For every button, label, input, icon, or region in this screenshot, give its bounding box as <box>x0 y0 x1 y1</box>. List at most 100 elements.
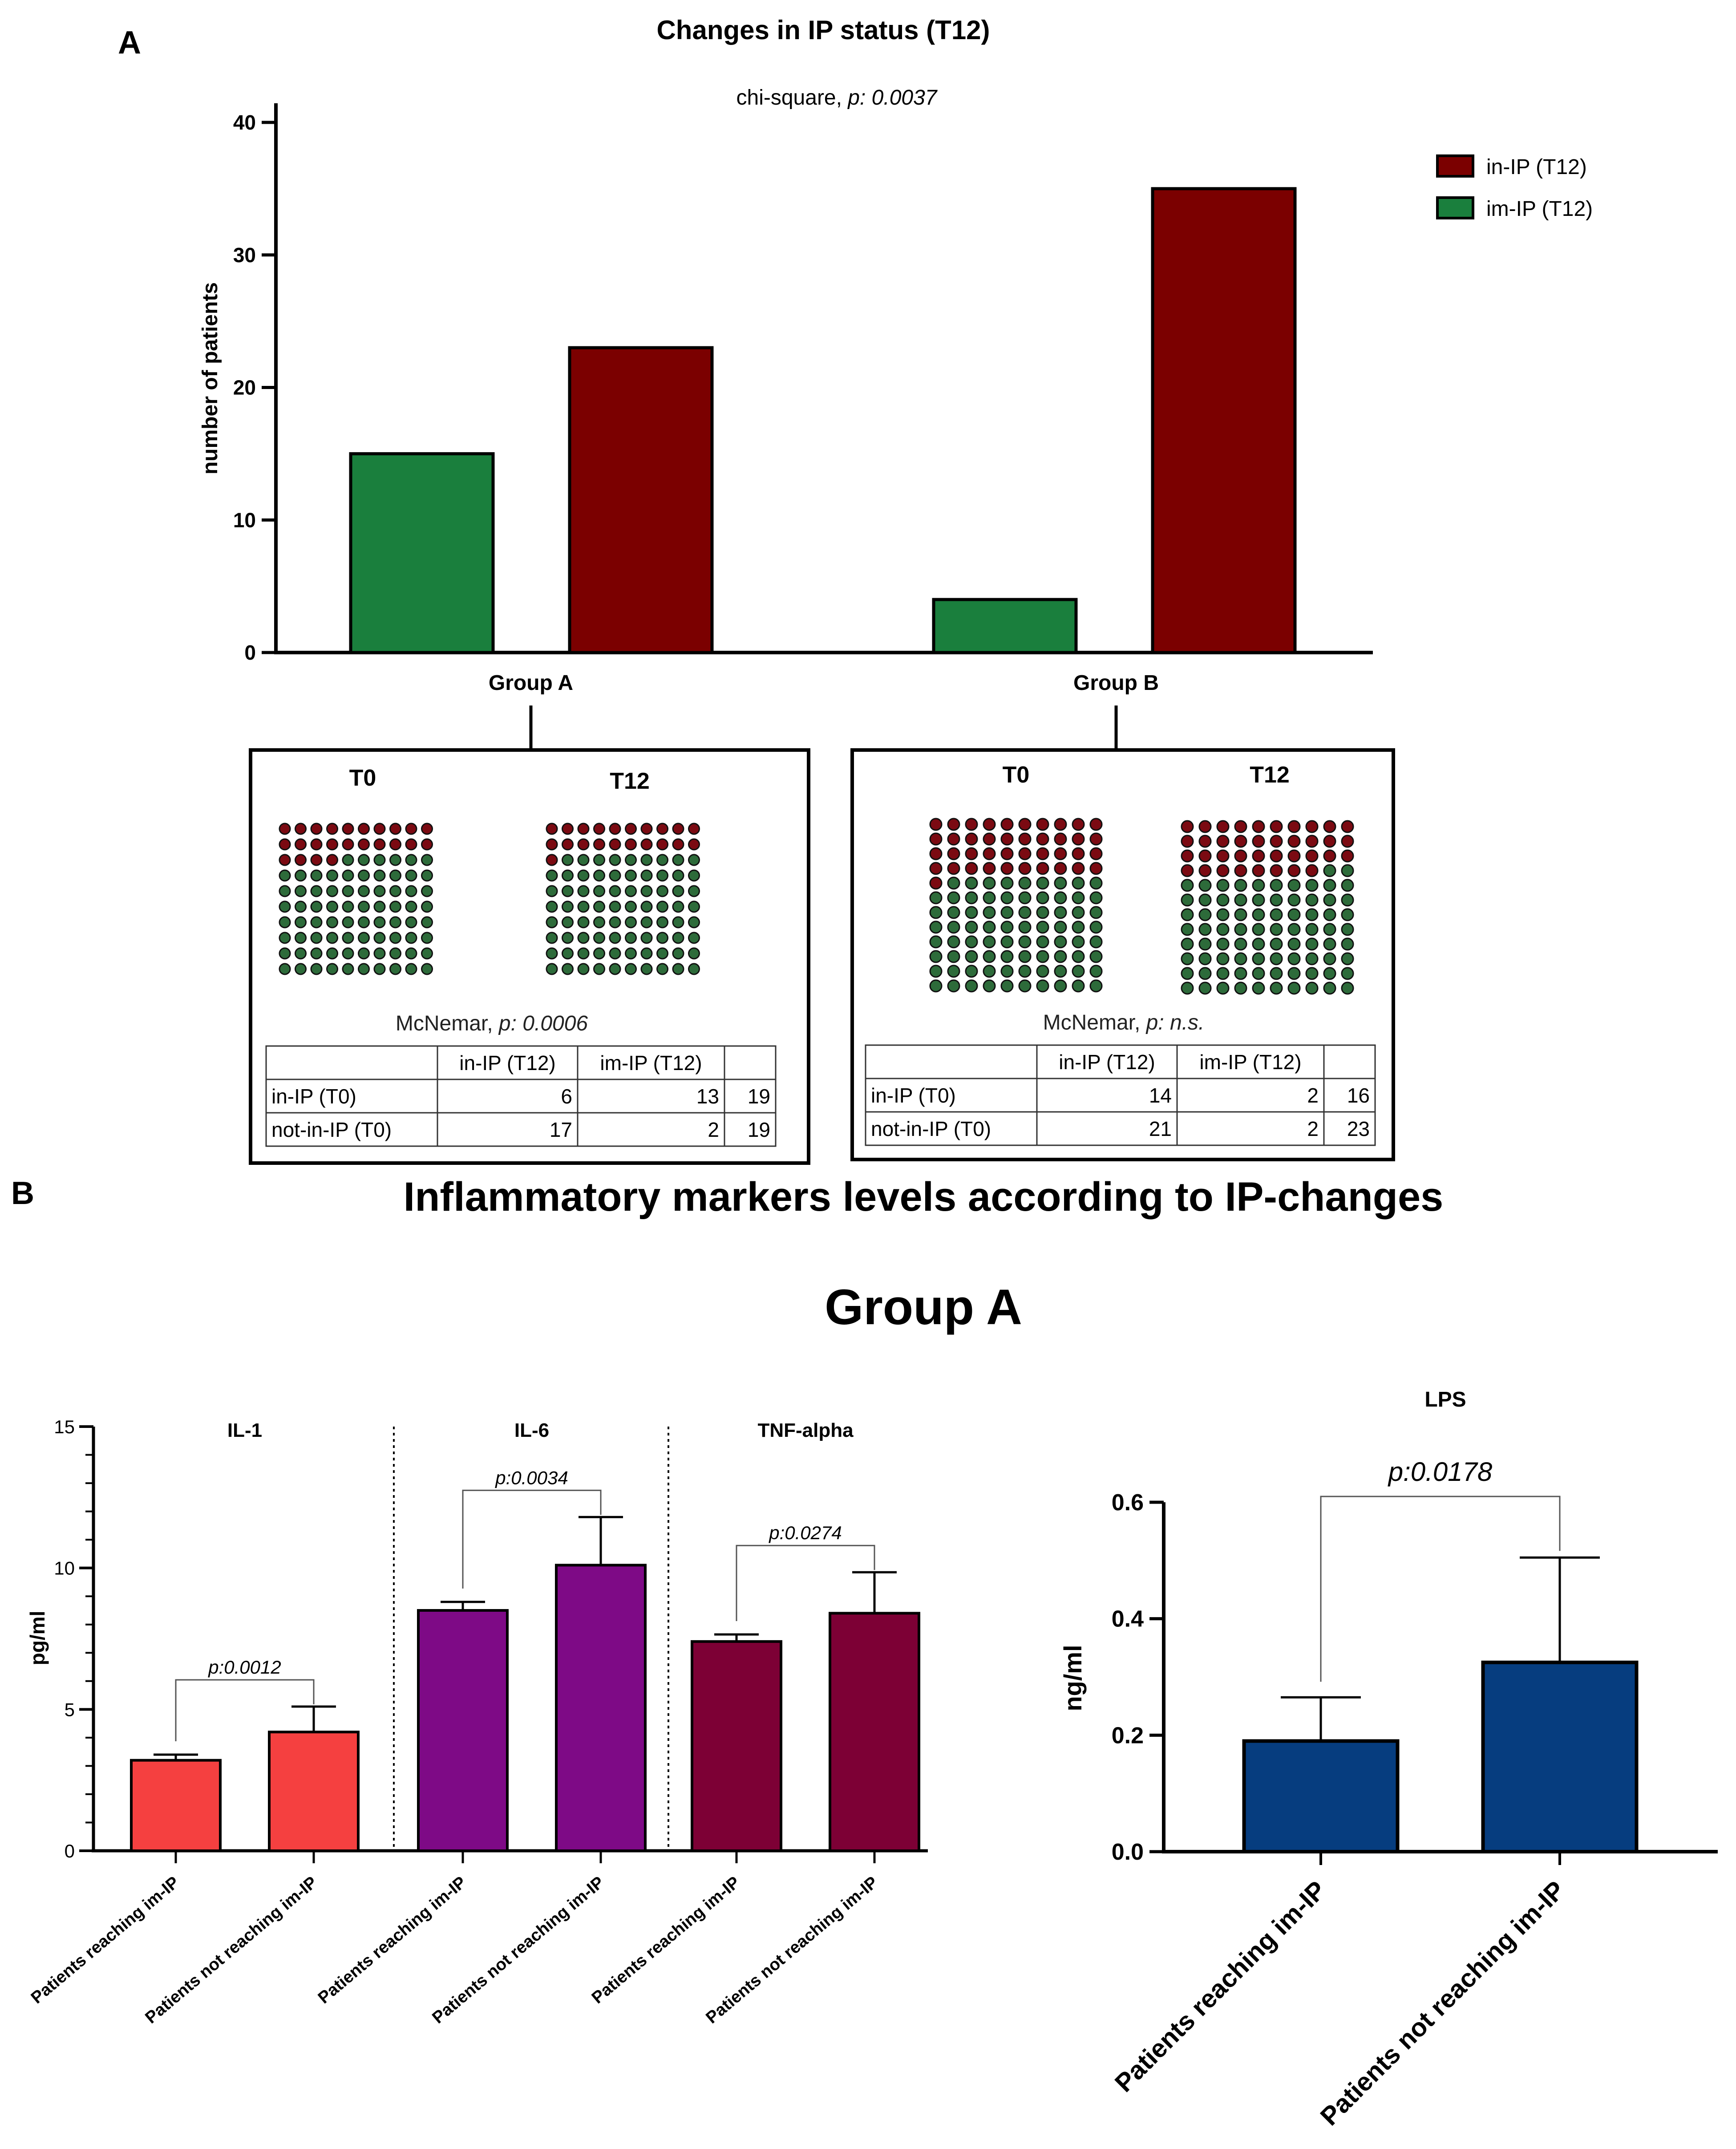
dot-in-ip <box>1216 835 1230 848</box>
legend-swatch-im-ip <box>1436 196 1474 219</box>
table-frame <box>265 1045 777 1147</box>
dot-in-ip <box>593 838 605 851</box>
dot-in-ip <box>562 838 574 851</box>
dot-im-ip <box>688 900 700 913</box>
group-a-box: T0 T12 McNemar, p: 0.0006 in-IP (T12) im-… <box>249 748 810 1165</box>
dot-in-ip <box>1216 849 1230 863</box>
dot-im-ip <box>593 885 605 897</box>
dot-in-ip <box>1287 835 1301 848</box>
dot-im-ip <box>279 963 291 975</box>
dot-im-ip <box>1216 879 1230 892</box>
dot-im-ip <box>1216 967 1230 980</box>
dot-in-ip <box>1036 862 1049 875</box>
dot-im-ip <box>358 947 370 960</box>
y-tick-label-40: 40 <box>233 111 256 134</box>
dot-im-ip <box>1270 893 1283 907</box>
dot-im-ip <box>656 947 668 960</box>
y-tick-label-10: 10 <box>233 508 256 531</box>
dot-im-ip <box>1252 981 1265 995</box>
lps-y-tick-label: 0.0 <box>1112 1839 1144 1865</box>
table-row-label: in-IP (T0) <box>871 1084 956 1107</box>
dot-im-ip <box>688 963 700 975</box>
dot-in-ip <box>389 823 401 835</box>
table-value-cell: 19 <box>748 1085 770 1108</box>
dot-im-ip <box>310 900 323 913</box>
dot-in-ip <box>965 862 978 875</box>
dot-im-ip <box>577 963 590 975</box>
category-label-group-b: Group B <box>1073 671 1159 695</box>
dot-im-ip <box>577 869 590 882</box>
dot-im-ip <box>421 869 433 882</box>
table-header-cell: im-IP (T12) <box>600 1051 702 1074</box>
dot-im-ip <box>1270 967 1283 980</box>
dot-in-ip <box>279 838 291 851</box>
dot-im-ip <box>389 885 401 897</box>
dot-im-ip <box>546 885 558 897</box>
dot-in-ip <box>965 832 978 846</box>
dot-im-ip <box>625 916 637 929</box>
table-value-cell: 14 <box>1149 1084 1172 1107</box>
dot-im-ip <box>1216 893 1230 907</box>
dot-im-ip <box>672 916 684 929</box>
dot-im-ip <box>656 916 668 929</box>
dot-im-ip <box>965 891 978 904</box>
dot-in-ip <box>1270 835 1283 848</box>
dot-in-ip <box>1000 862 1014 875</box>
dot-im-ip <box>640 947 653 960</box>
dot-im-ip <box>562 963 574 975</box>
table-row-label: not-in-IP (T0) <box>271 1118 392 1141</box>
dot-im-ip <box>1305 923 1319 936</box>
dot-im-ip <box>1054 935 1067 949</box>
dot-in-ip <box>1181 835 1194 848</box>
dot-im-ip <box>947 920 960 934</box>
dot-in-ip <box>326 838 338 851</box>
dot-im-ip <box>389 947 401 960</box>
y-tick-label-30: 30 <box>233 243 256 267</box>
dot-im-ip <box>389 869 401 882</box>
dot-im-ip <box>310 885 323 897</box>
dot-im-ip <box>1181 893 1194 907</box>
dot-im-ip <box>358 900 370 913</box>
dot-im-ip <box>1252 908 1265 921</box>
dot-im-ip <box>929 965 943 978</box>
dot-im-ip <box>1252 952 1265 965</box>
dot-im-ip <box>1287 937 1301 951</box>
dot-im-ip <box>326 932 338 944</box>
dot-im-ip <box>577 900 590 913</box>
cytokine-title-0: IL-1 <box>227 1419 262 1441</box>
dot-im-ip <box>1287 908 1301 921</box>
dot-im-ip <box>1072 920 1085 934</box>
dot-im-ip <box>1287 981 1301 995</box>
dot-im-ip <box>1089 935 1103 949</box>
dot-in-ip <box>1198 835 1212 848</box>
dot-in-ip <box>1181 864 1194 877</box>
lps-y-ticks: 0.0 0.2 0.4 0.6 <box>1112 1490 1164 1865</box>
dot-in-ip <box>983 818 996 831</box>
dot-im-ip <box>295 885 307 897</box>
dot-im-ip <box>1305 908 1319 921</box>
dot-im-ip <box>609 854 621 866</box>
dot-im-ip <box>279 916 291 929</box>
dot-im-ip <box>609 900 621 913</box>
dot-in-ip <box>295 854 307 866</box>
dot-in-ip <box>546 838 558 851</box>
dot-im-ip <box>1341 864 1354 877</box>
dot-im-ip <box>326 963 338 975</box>
dot-im-ip <box>562 900 574 913</box>
dot-im-ip <box>1287 952 1301 965</box>
dot-im-ip <box>1018 876 1032 890</box>
dot-im-ip <box>983 876 996 890</box>
bar-group-b-im-ip <box>932 598 1078 654</box>
dot-in-ip <box>326 854 338 866</box>
lps-y-tick-label: 0.4 <box>1112 1606 1144 1632</box>
dot-in-ip <box>389 838 401 851</box>
dot-im-ip <box>373 885 386 897</box>
dot-in-ip <box>342 838 354 851</box>
group-a-mcnemar-annotation: McNemar, p: 0.0006 <box>396 1012 588 1035</box>
dot-im-ip <box>421 885 433 897</box>
p-value-IL-1: p:0.0012 <box>207 1657 281 1678</box>
chart-title: Changes in IP status (T12) <box>656 15 990 45</box>
dot-im-ip <box>1089 906 1103 919</box>
table-value-cell: 23 <box>1347 1117 1370 1140</box>
